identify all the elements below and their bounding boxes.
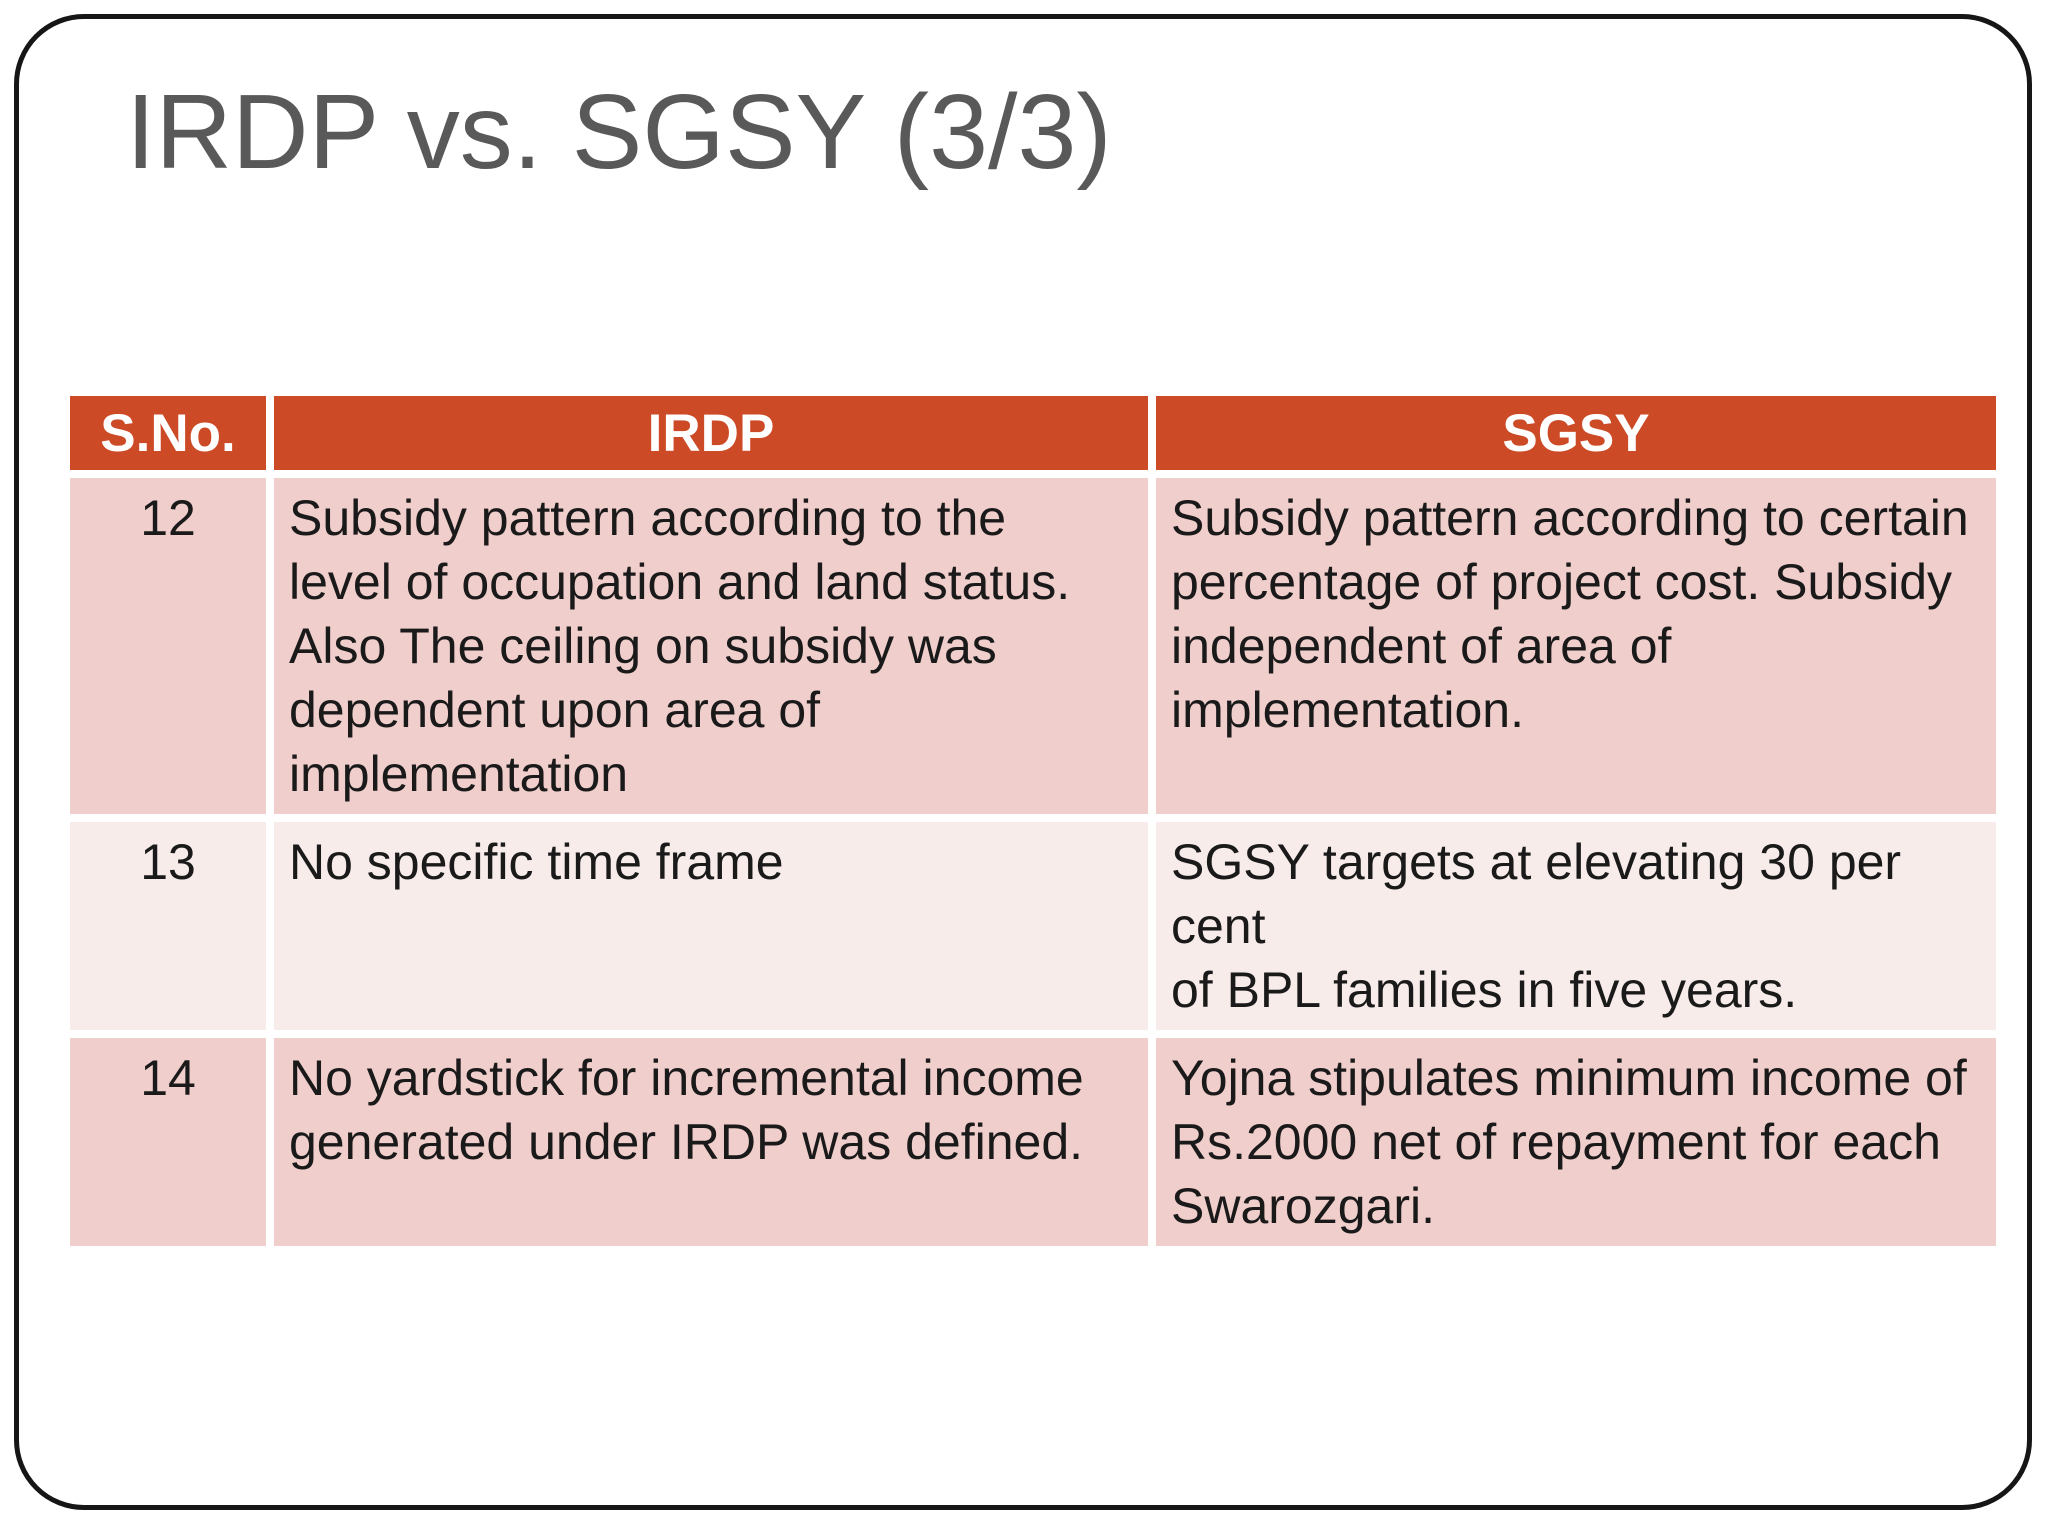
row-14-irdp-cell: No yardstick for incremental income gene… xyxy=(274,1038,1148,1246)
slide-title: IRDP vs. SGSY (3/3) xyxy=(126,73,1112,191)
row-14-number-cell: 14 xyxy=(70,1038,266,1246)
row-13-sgsy-cell: SGSY targets at elevating 30 per cent of… xyxy=(1156,822,1996,1030)
row-12-irdp-cell: Subsidy pattern according to the level o… xyxy=(274,478,1148,814)
row-14-sgsy-cell: Yojna stipulates minimum income of Rs.20… xyxy=(1156,1038,1996,1246)
column-header-sgsy: SGSY xyxy=(1156,396,1996,470)
row-12-number-cell: 12 xyxy=(70,478,266,814)
comparison-table: S.No. IRDP SGSY 12 Subsidy pattern accor… xyxy=(70,396,1996,1246)
row-13-number-cell: 13 xyxy=(70,822,266,1030)
row-13-irdp-cell: No specific time frame xyxy=(274,822,1148,1030)
column-header-irdp: IRDP xyxy=(274,396,1148,470)
column-header-sno: S.No. xyxy=(70,396,266,470)
row-12-sgsy-cell: Subsidy pattern according to certain per… xyxy=(1156,478,1996,814)
